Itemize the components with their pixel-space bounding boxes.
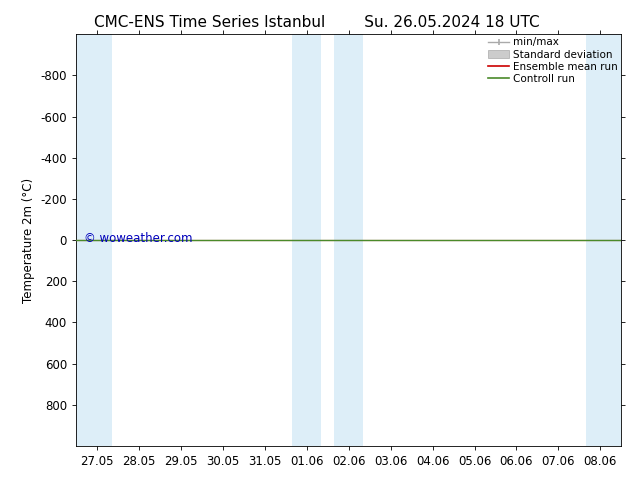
Bar [76,34,112,446]
Y-axis label: Temperature 2m (°C): Temperature 2m (°C) [22,177,35,303]
Text: CMC-ENS Time Series Istanbul        Su. 26.05.2024 18 UTC: CMC-ENS Time Series Istanbul Su. 26.05.2… [94,15,540,30]
Legend: min/max, Standard deviation, Ensemble mean run, Controll run: min/max, Standard deviation, Ensemble me… [488,37,618,84]
Text: © woweather.com: © woweather.com [84,232,193,245]
Bar [586,34,621,446]
Bar [292,34,321,446]
Bar [334,34,363,446]
